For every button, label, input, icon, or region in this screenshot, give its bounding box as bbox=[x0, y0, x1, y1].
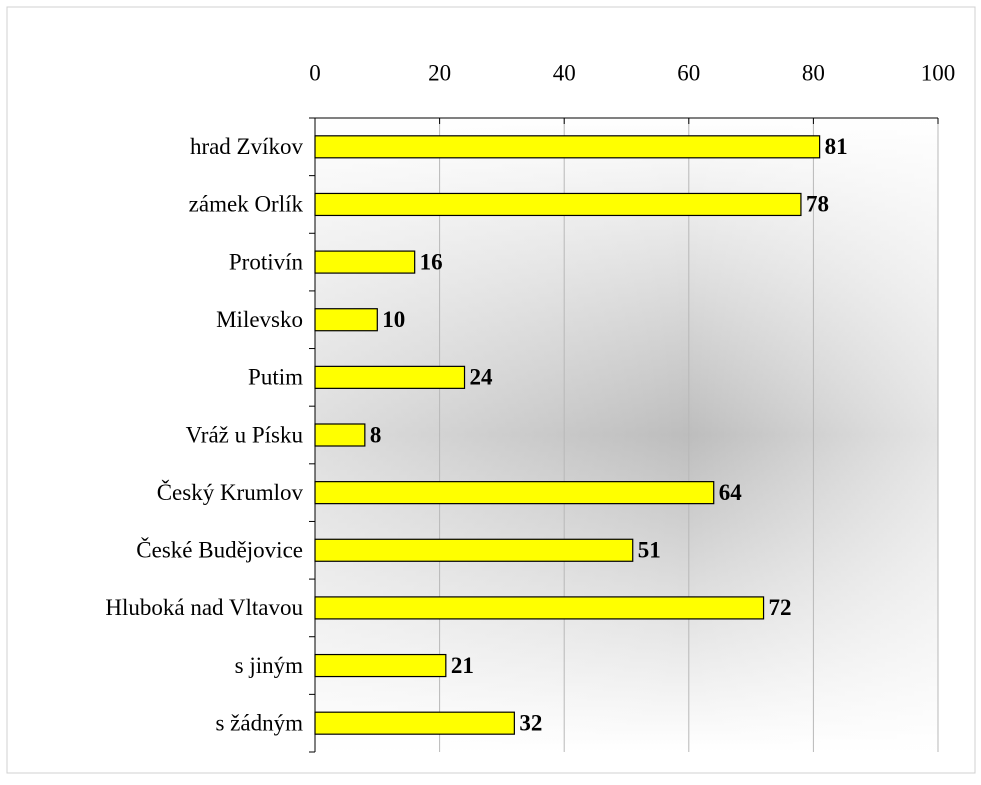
y-tick-label: Vráž u Písku bbox=[186, 422, 304, 447]
data-label: 16 bbox=[420, 249, 443, 274]
data-label: 10 bbox=[382, 307, 405, 332]
data-label: 24 bbox=[470, 365, 494, 390]
x-tick-label: 0 bbox=[309, 60, 321, 85]
y-tick-label: hrad Zvíkov bbox=[190, 134, 304, 159]
y-tick-label: Český Krumlov bbox=[157, 479, 304, 505]
bar bbox=[314, 653, 447, 678]
bar bbox=[314, 538, 634, 562]
bar bbox=[314, 135, 821, 159]
data-label: 51 bbox=[638, 538, 661, 563]
data-label: 8 bbox=[370, 422, 382, 447]
plot-area-shade bbox=[315, 118, 938, 752]
bar bbox=[314, 596, 765, 620]
bar bbox=[314, 711, 515, 735]
y-tick-label: Putim bbox=[248, 365, 303, 390]
x-tick-label: 80 bbox=[802, 60, 825, 85]
data-label: 78 bbox=[806, 192, 829, 217]
y-tick-label: Hluboká nad Vltavou bbox=[105, 595, 303, 620]
data-label: 32 bbox=[519, 710, 542, 735]
y-tick-label: České Budějovice bbox=[136, 537, 303, 563]
y-tick-label: Protivín bbox=[229, 249, 304, 274]
data-label: 81 bbox=[825, 134, 848, 159]
bar bbox=[314, 308, 378, 332]
data-label: 72 bbox=[769, 595, 792, 620]
y-tick-label: s jiným bbox=[235, 653, 303, 678]
y-tick-label: s žádným bbox=[215, 710, 303, 735]
x-tick-label: 40 bbox=[553, 60, 576, 85]
x-tick-label: 100 bbox=[921, 60, 956, 85]
bar bbox=[314, 423, 366, 447]
x-tick-label: 60 bbox=[677, 60, 700, 85]
bar bbox=[314, 250, 416, 274]
data-label: 64 bbox=[719, 480, 743, 505]
bar bbox=[314, 481, 715, 505]
x-tick-label: 20 bbox=[428, 60, 451, 85]
bar bbox=[314, 365, 466, 389]
data-label: 21 bbox=[451, 653, 474, 678]
y-tick-label: zámek Orlík bbox=[189, 192, 304, 217]
y-tick-label: Milevsko bbox=[216, 307, 303, 332]
bar bbox=[314, 192, 802, 217]
